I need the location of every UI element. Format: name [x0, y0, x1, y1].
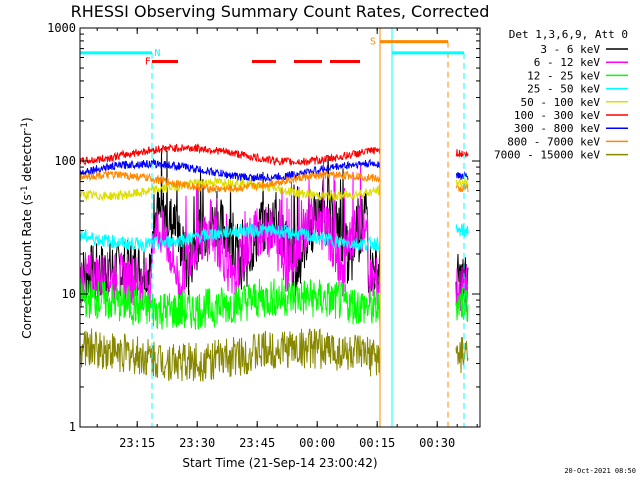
legend-label: 12 - 25 keV: [527, 69, 600, 82]
legend-header: Det 1,3,6,9, Att 0: [509, 28, 628, 41]
series-25-50-kev: [79, 223, 469, 253]
series-100-300-kev: [79, 143, 469, 167]
chart-title: RHESSI Observing Summary Count Rates, Co…: [71, 2, 490, 21]
axes-layer: 23:15 23:30 23:45 00:00 00:15 00:30 1 10 100 1000: [47, 21, 480, 450]
flag-label-n: N: [154, 48, 160, 59]
plot-frame: [79, 27, 481, 428]
legend-label: 50 - 100 keV: [521, 96, 601, 109]
series-300-800-kev: [79, 158, 469, 182]
legend-label: 6 - 12 keV: [534, 56, 601, 69]
series-trace-segment-0: [79, 223, 381, 253]
series-trace-segment-1: [455, 182, 469, 193]
series-trace-segment-1: [455, 171, 469, 180]
series-trace-segment-1: [455, 178, 469, 189]
legend-label: 25 - 50 keV: [527, 83, 600, 96]
y-axis-label: Corrected Count Rate (s-1 detector-1): [20, 117, 34, 338]
y-tick-label: 1000: [47, 21, 76, 35]
legend-label: 300 - 800 keV: [514, 122, 600, 135]
flag-label-s: S: [370, 37, 376, 48]
flag-label-f: F: [145, 56, 151, 67]
legend-label: 7000 - 15000 keV: [494, 149, 600, 162]
timestamp: 20-Oct-2021 08:50: [564, 467, 636, 475]
series-trace-segment-0: [79, 278, 381, 330]
series-trace-segment-0: [79, 327, 381, 382]
series-7000-15000-kev: [79, 327, 469, 382]
series-trace-segment-1: [455, 337, 469, 374]
x-axis-label: Start Time (21-Sep-14 23:00:42): [182, 456, 377, 470]
legend-label: 3 - 6 keV: [540, 43, 600, 56]
series-trace-segment-1: [455, 264, 469, 312]
series-trace-segment-0: [79, 170, 381, 194]
series-trace-segment-1: [455, 149, 469, 159]
series-800-7000-kev: [79, 170, 469, 194]
data-layer: NF S: [79, 28, 469, 427]
x-tick-label: 23:30: [179, 436, 215, 450]
x-tick-label: 00:00: [299, 436, 335, 450]
x-tick-label: 23:15: [119, 436, 155, 450]
legend-label: 100 - 300 keV: [514, 109, 600, 122]
x-tick-label: 00:15: [359, 436, 395, 450]
series-trace-segment-0: [79, 143, 381, 167]
series-trace-segment-0: [79, 158, 381, 182]
y-tick-label: 1: [69, 420, 76, 434]
series-trace-segment-1: [455, 287, 469, 322]
series-trace-segment-1: [455, 223, 469, 237]
x-tick-label: 23:45: [239, 436, 275, 450]
legend-label: 800 - 7000 keV: [507, 135, 600, 148]
x-tick-label: 00:30: [419, 436, 455, 450]
y-tick-label: 100: [54, 154, 76, 168]
y-tick-label: 10: [62, 287, 76, 301]
series-12-25-kev: [79, 278, 469, 330]
